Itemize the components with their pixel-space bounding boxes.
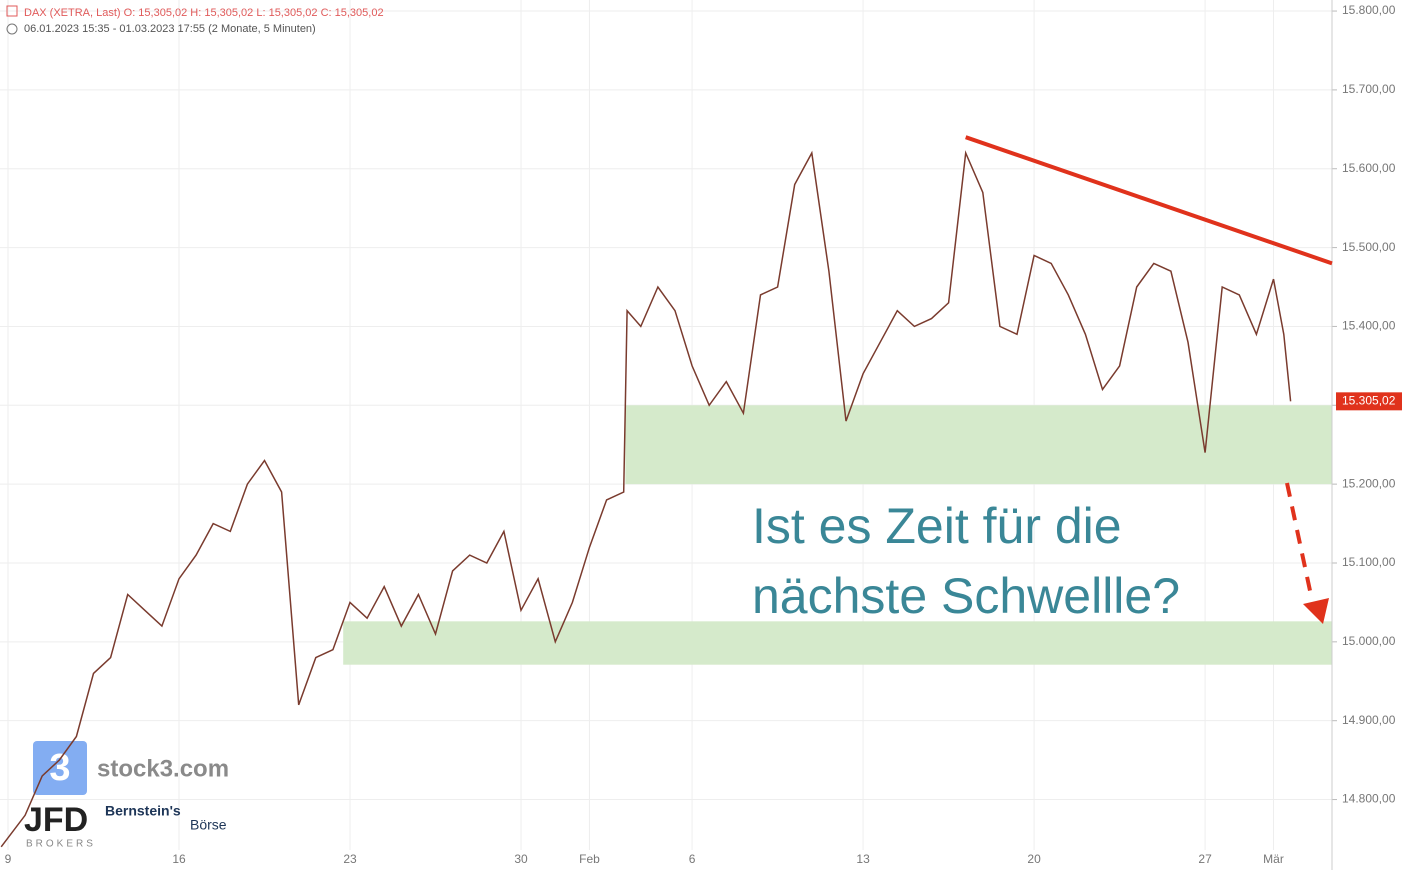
subheader: 06.01.2023 15:35 - 01.03.2023 17:55 (2 M…	[24, 23, 316, 35]
price-badge-label: 15.305,02	[1342, 394, 1396, 408]
support-zone	[343, 621, 1332, 665]
y-tick-label: 14.900,00	[1342, 713, 1396, 727]
y-tick-label: 15.500,00	[1342, 240, 1396, 254]
x-tick-label: 6	[689, 852, 696, 866]
header: DAX (XETRA, Last) O: 15,305,02 H: 15,305…	[24, 7, 384, 19]
x-tick-label: 9	[5, 852, 12, 866]
y-tick-label: 15.100,00	[1342, 555, 1396, 569]
price-line	[0, 150, 1292, 848]
logo-text: Börse	[190, 817, 227, 833]
y-tick-label: 15.400,00	[1342, 319, 1396, 333]
price-badge	[1336, 392, 1402, 411]
y-tick-label: 14.800,00	[1342, 792, 1396, 806]
logo-text: BROKERS	[26, 839, 96, 850]
x-tick-label: 13	[856, 852, 870, 866]
arrow-head	[1303, 598, 1329, 624]
y-tick-label: 15.200,00	[1342, 476, 1396, 490]
x-tick-label: 27	[1198, 852, 1212, 866]
y-tick-label: 15.700,00	[1342, 82, 1396, 96]
logo-text: JFD	[24, 801, 88, 839]
logo-mark: 3	[49, 747, 70, 789]
logo-box	[33, 741, 87, 795]
x-tick-label: Mär	[1263, 852, 1284, 866]
logo-text: Bernstein's	[105, 803, 181, 819]
y-tick-label: 15.800,00	[1342, 3, 1396, 17]
clock-icon	[6, 23, 18, 35]
x-tick-label: 23	[343, 852, 357, 866]
x-tick-label: 16	[172, 852, 186, 866]
y-tick-label: 15.600,00	[1342, 161, 1396, 175]
annotation: nächste Schwellle?	[752, 568, 1180, 624]
trend-line	[965, 135, 1333, 266]
x-tick-label: 30	[514, 852, 528, 866]
annotation: Ist es Zeit für die	[752, 498, 1122, 554]
x-tick-label: Feb	[579, 852, 600, 866]
logo-text: stock3.com	[97, 755, 229, 782]
background-layer	[0, 0, 1332, 850]
symbol-icon	[6, 5, 18, 17]
y-tick-label: 15.000,00	[1342, 634, 1396, 648]
support-zone	[625, 405, 1332, 485]
x-tick-label: 20	[1027, 852, 1041, 866]
arrow	[1285, 482, 1314, 601]
